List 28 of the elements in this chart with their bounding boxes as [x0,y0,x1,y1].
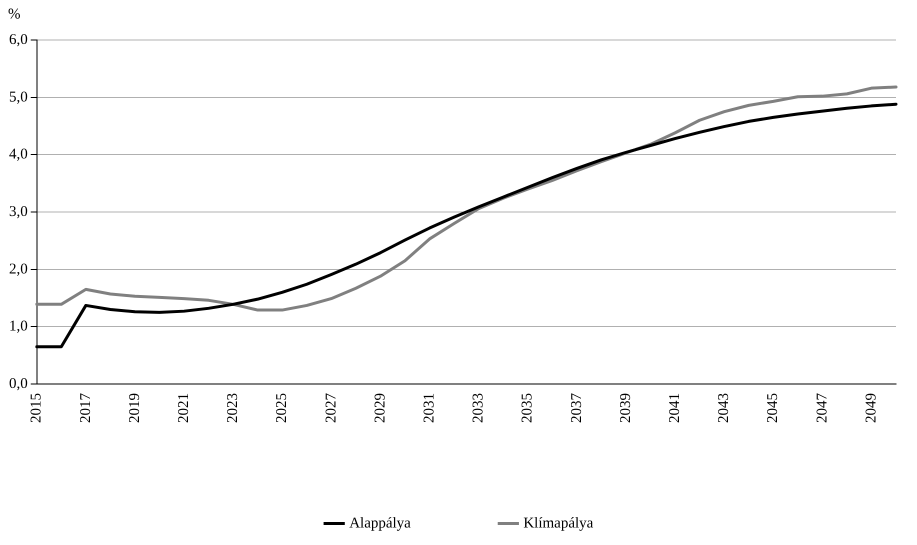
x-tick-label: 2015 [28,393,45,423]
legend-label: Alappálya [349,515,412,532]
x-tick-label: 2035 [520,393,536,423]
x-tick-label: 2029 [372,393,388,423]
y-tick-label: 1,0 [9,318,28,335]
x-tick-label: 2045 [765,393,782,423]
y-axis-title: % [8,6,20,22]
x-tick-label: 2037 [568,392,585,423]
y-tick-label: 0,0 [9,376,28,392]
x-tick-label: 2041 [666,393,683,423]
x-tick-label: 2049 [863,393,880,423]
x-tick-label: 2039 [618,393,634,423]
x-tick-label: 2019 [126,393,143,423]
y-tick-label: 6,0 [9,32,28,48]
x-tick-label: 2033 [470,393,487,423]
x-tick-label: 2047 [814,392,830,423]
x-tick-label: 2043 [716,393,732,423]
y-tick-label: 2,0 [9,261,28,278]
x-tick-label: 2023 [225,393,242,423]
legend-label: Klímapálya [523,515,594,532]
x-tick-label: 2025 [274,393,290,423]
y-tick-label: 5,0 [9,89,28,106]
x-tick-label: 2031 [421,393,438,423]
x-tick-label: 2017 [78,392,94,423]
x-tick-label: 2021 [176,393,192,423]
y-tick-label: 3,0 [9,204,28,220]
x-tick-label: 2027 [323,392,340,423]
y-tick-label: 4,0 [9,146,28,163]
